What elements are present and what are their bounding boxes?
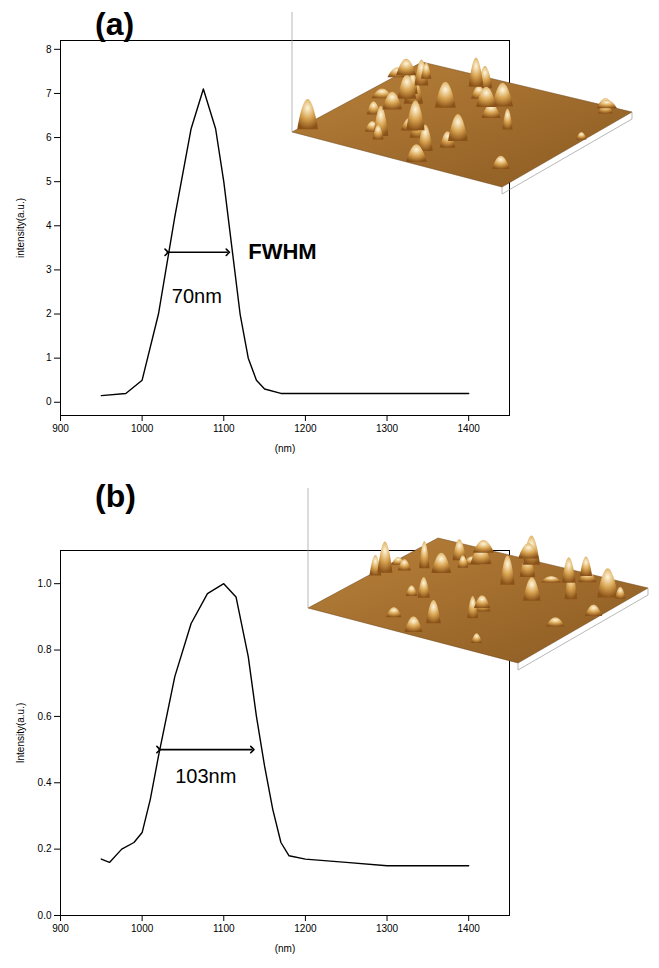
svg-text:0.8: 0.8	[38, 644, 52, 655]
svg-text:0: 0	[46, 396, 52, 407]
svg-text:1100: 1100	[213, 923, 235, 934]
svg-text:1300: 1300	[376, 423, 399, 434]
svg-text:8: 8	[46, 44, 52, 55]
svg-text:1400: 1400	[458, 923, 481, 934]
svg-text:0.6: 0.6	[38, 711, 52, 722]
svg-text:70nm: 70nm	[172, 285, 222, 307]
svg-text:intensity(a.u.): intensity(a.u.)	[15, 198, 26, 258]
svg-text:1: 1	[46, 352, 52, 363]
svg-text:1000: 1000	[131, 423, 154, 434]
svg-text:1.0: 1.0	[38, 578, 52, 589]
svg-text:1200: 1200	[294, 923, 317, 934]
html-text:(a): (a)	[95, 6, 135, 42]
svg-text:3: 3	[46, 264, 52, 275]
svg-text:0.4: 0.4	[38, 777, 52, 788]
svg-text:4: 4	[46, 220, 52, 231]
svg-text:1100: 1100	[213, 423, 235, 434]
svg-text:2: 2	[46, 308, 52, 319]
svg-text:1000: 1000	[131, 923, 154, 934]
svg-text:0.0: 0.0	[38, 910, 52, 921]
svg-text:(nm): (nm)	[275, 443, 296, 454]
svg-text:5: 5	[46, 176, 52, 187]
html-text:(b): (b)	[95, 478, 136, 514]
svg-text:Intensity(a.u.): Intensity(a.u.)	[15, 703, 26, 764]
svg-text:900: 900	[52, 423, 69, 434]
svg-text:FWHM: FWHM	[248, 239, 316, 264]
svg-text:7: 7	[46, 88, 52, 99]
svg-text:1300: 1300	[376, 923, 399, 934]
svg-text:103nm: 103nm	[175, 765, 236, 787]
svg-text:(nm): (nm)	[275, 943, 296, 954]
svg-text:900: 900	[52, 923, 69, 934]
svg-text:6: 6	[46, 132, 52, 143]
svg-text:1200: 1200	[294, 423, 317, 434]
svg-text:1400: 1400	[458, 423, 481, 434]
svg-text:0.2: 0.2	[38, 843, 52, 854]
